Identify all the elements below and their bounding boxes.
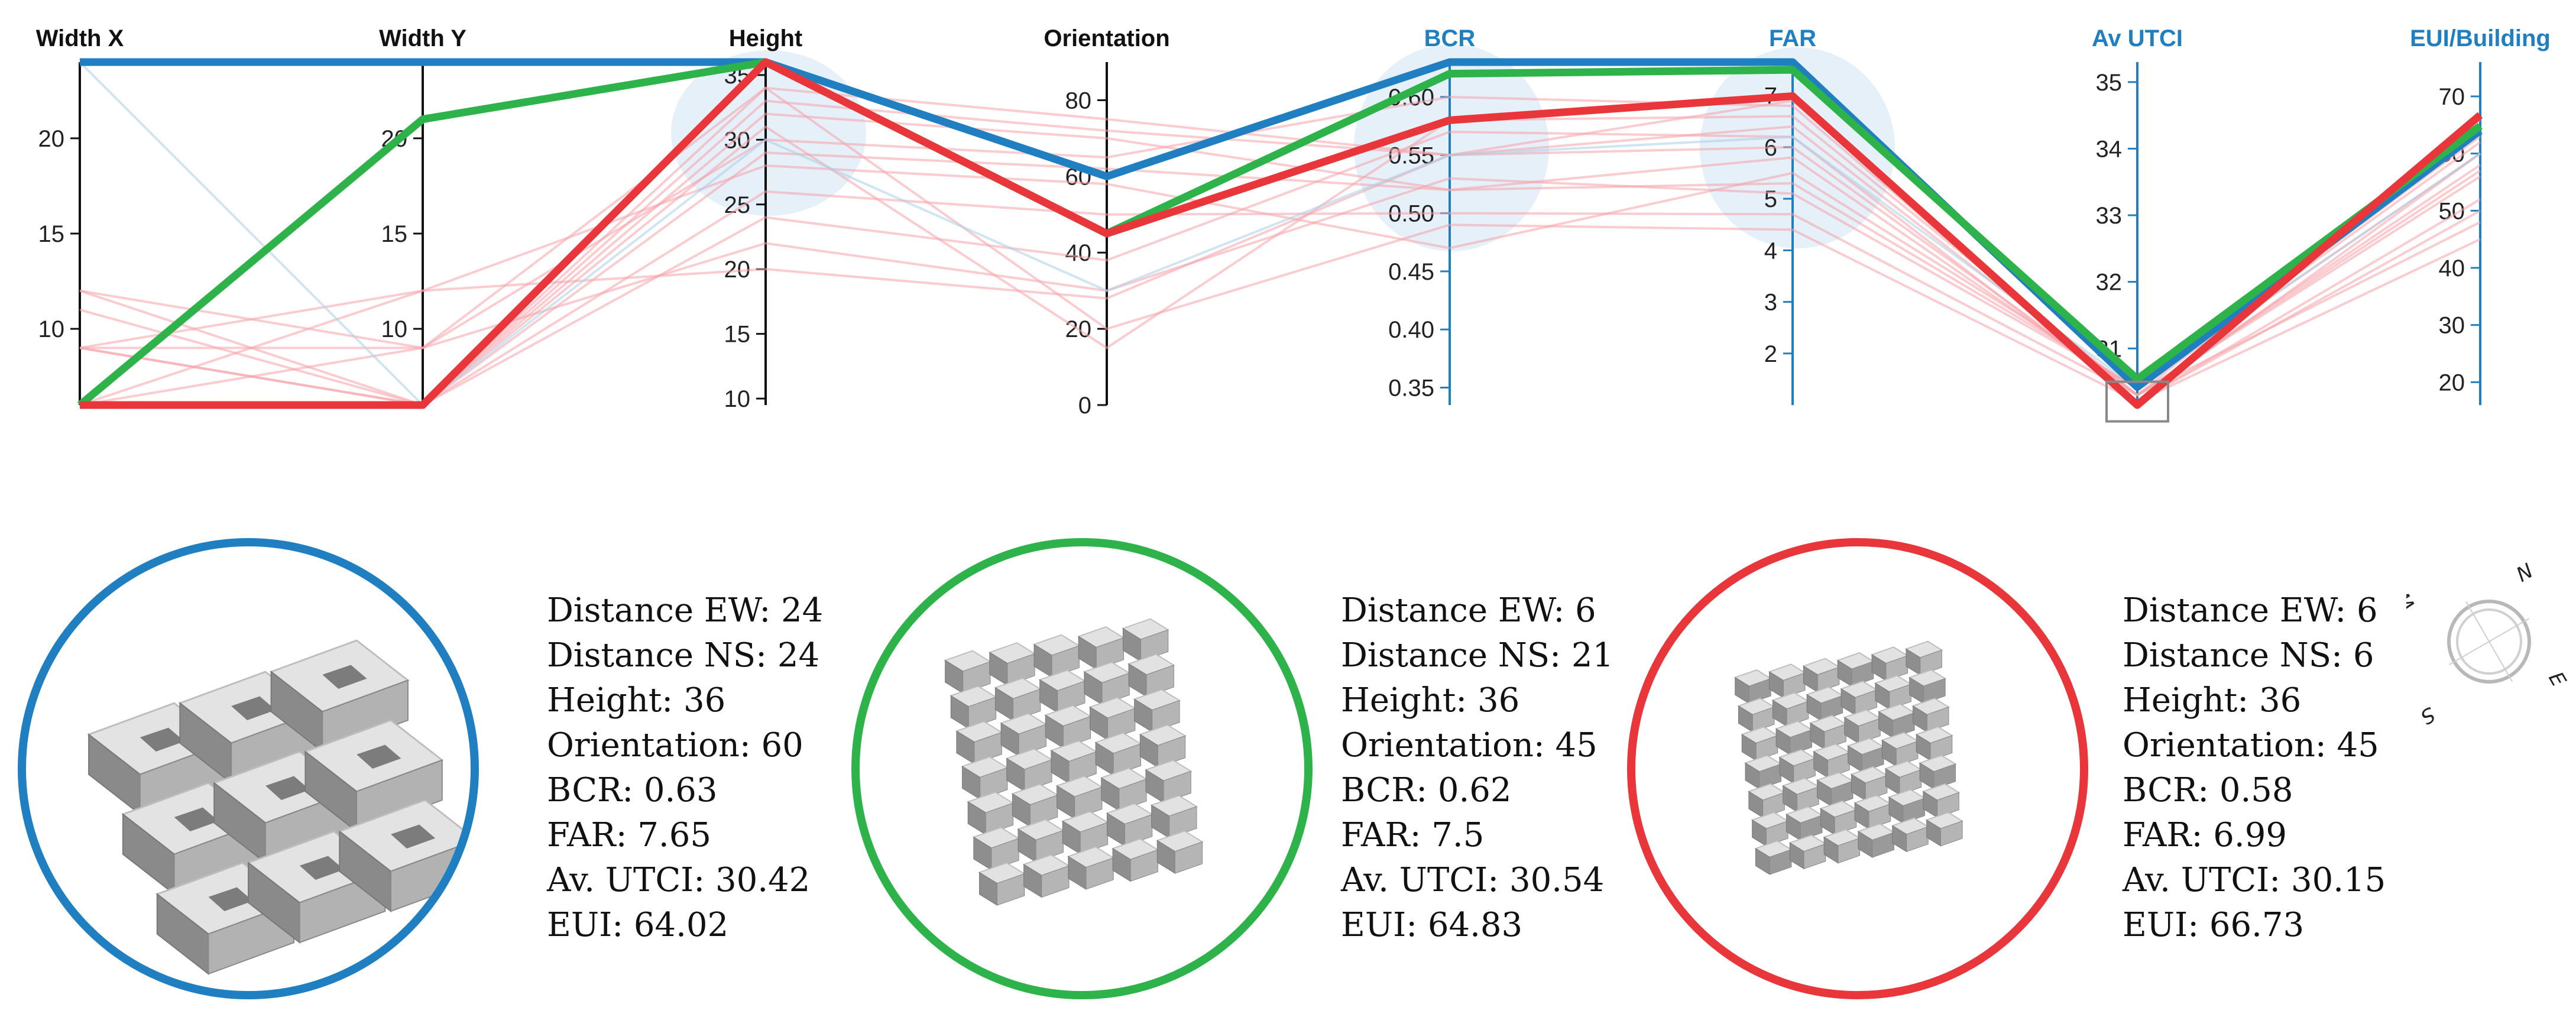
green-model-info: Distance EW: 6 Distance NS: 21 Height: 3… [1341, 588, 1613, 948]
tick-label: 33 [2096, 203, 2123, 229]
tick-label: 35 [2096, 70, 2123, 96]
tick-label: 15 [381, 221, 408, 247]
info-orientation: Orientation: 60 [547, 726, 803, 765]
info-distance-ew: Distance EW: 6 [1341, 591, 1596, 630]
axis-title[interactable]: Height [729, 25, 802, 51]
info-orientation: Orientation: 45 [2123, 726, 2379, 765]
info-orientation: Orientation: 45 [1341, 726, 1598, 765]
compass-label-e: E [2543, 668, 2571, 691]
axis-title[interactable]: BCR [1424, 25, 1476, 51]
red-model-circle [1627, 538, 2088, 999]
info-far: FAR: 7.65 [547, 816, 711, 854]
tick-label: 0.40 [1388, 317, 1434, 343]
compass-label-s: S [2416, 702, 2439, 724]
axis-title[interactable]: EUI/Building [2410, 25, 2551, 51]
info-far: FAR: 7.5 [1341, 816, 1485, 854]
info-utci: Av. UTCI: 30.15 [2123, 861, 2386, 899]
building-model-dense-grid-blocks [1733, 640, 1964, 875]
tick-label: 34 [2096, 136, 2123, 162]
tick-label: 0.35 [1388, 375, 1434, 401]
tick-label: 20 [2439, 370, 2465, 396]
info-bcr: BCR: 0.58 [2123, 771, 2293, 809]
series-line-red[interactable] [80, 58, 2483, 409]
axis-title[interactable]: Width X [36, 25, 124, 51]
tick-label: 5 [1764, 186, 1777, 212]
info-utci: Av. UTCI: 30.54 [1341, 861, 1605, 899]
tick-label: 70 [2439, 84, 2465, 110]
info-height: Height: 36 [1341, 681, 1520, 720]
tick-label: 15 [38, 221, 65, 247]
compass-icon: N E S W [2406, 559, 2571, 724]
info-far: FAR: 6.99 [2123, 816, 2287, 854]
axis-title[interactable]: Width Y [379, 25, 466, 51]
series-line-green[interactable] [77, 58, 2483, 408]
compass-label-w: W [2406, 585, 2421, 615]
tick-label: 0 [1078, 393, 1091, 419]
tick-label: 3 [1764, 290, 1777, 316]
info-bcr: BCR: 0.62 [1341, 771, 1512, 809]
tick-label: 0.45 [1388, 259, 1434, 285]
tick-label: 40 [2439, 255, 2465, 281]
selection-brush[interactable] [2105, 380, 2169, 423]
tick-label: 30 [2439, 313, 2465, 339]
info-distance-ns: Distance NS: 6 [2123, 636, 2374, 675]
axis-title[interactable]: FAR [1769, 25, 1816, 51]
tick-label: 80 [1065, 88, 1092, 114]
tick-label: 15 [724, 322, 751, 348]
info-distance-ew: Distance EW: 6 [2123, 591, 2378, 630]
compass-label-n: N [2513, 559, 2538, 587]
green-model-circle [851, 538, 1313, 999]
red-model-info: Distance EW: 6 Distance NS: 6 Height: 36… [2123, 588, 2386, 948]
info-utci: Av. UTCI: 30.42 [547, 861, 811, 899]
axis-title[interactable]: Av UTCI [2092, 25, 2183, 51]
tick-label: 4 [1764, 238, 1777, 264]
tick-label: 10 [38, 316, 65, 342]
info-height: Height: 36 [547, 681, 726, 720]
axis-title[interactable]: Orientation [1044, 25, 1169, 51]
info-distance-ew: Distance EW: 24 [547, 591, 824, 630]
info-eui: EUI: 64.02 [547, 906, 729, 944]
info-distance-ns: Distance NS: 24 [547, 636, 820, 675]
info-distance-ns: Distance NS: 21 [1341, 636, 1614, 675]
tick-label: 40 [1065, 240, 1092, 266]
info-bcr: BCR: 0.63 [547, 771, 718, 809]
series-line-background [80, 86, 2481, 403]
building-model-courtyard-blocks [87, 639, 471, 976]
tick-label: 20 [38, 126, 65, 152]
series-line-background [79, 61, 2481, 407]
tick-label: 10 [381, 316, 408, 342]
series-line-blue[interactable] [80, 58, 2483, 391]
tick-label: 10 [724, 386, 751, 412]
blue-model-info: Distance EW: 24 Distance NS: 24 Height: … [547, 588, 823, 948]
tick-label: 32 [2096, 270, 2123, 296]
info-eui: EUI: 66.73 [2123, 906, 2305, 944]
info-eui: EUI: 64.83 [1341, 906, 1523, 944]
tick-label: 2 [1764, 341, 1777, 367]
building-model-long-bar-blocks [944, 618, 1204, 906]
series-line-background [80, 164, 2481, 406]
info-height: Height: 36 [2123, 681, 2302, 720]
blue-model-circle [18, 538, 479, 999]
